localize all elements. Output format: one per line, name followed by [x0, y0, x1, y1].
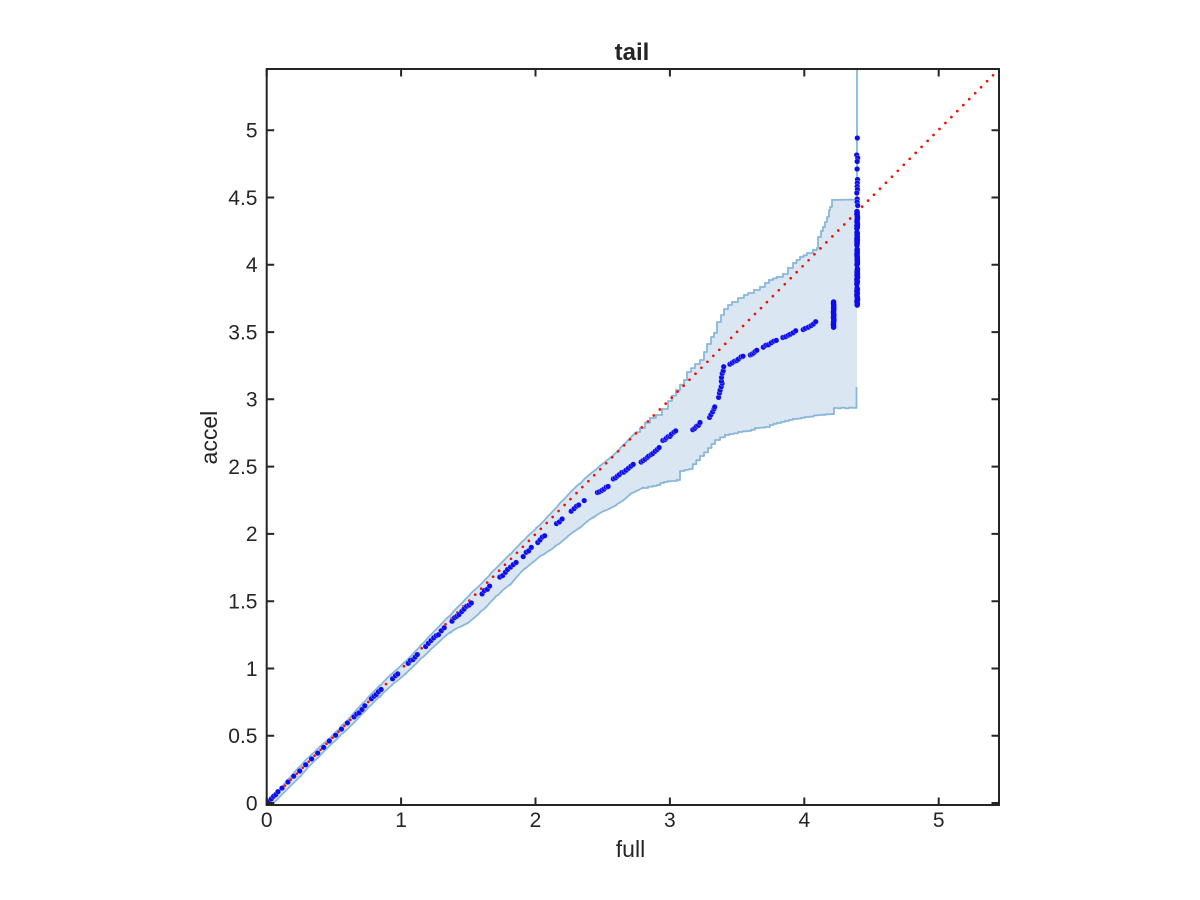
svg-text:tail: tail: [615, 39, 650, 66]
svg-text:full: full: [616, 836, 645, 862]
svg-text:4: 4: [246, 254, 258, 277]
svg-text:0: 0: [246, 792, 258, 815]
svg-text:0.5: 0.5: [228, 725, 257, 748]
svg-text:5: 5: [246, 120, 258, 143]
svg-text:3.5: 3.5: [228, 321, 257, 344]
svg-text:4.5: 4.5: [228, 187, 257, 210]
svg-text:1: 1: [246, 658, 258, 681]
svg-text:0: 0: [261, 809, 273, 832]
svg-text:2: 2: [530, 809, 542, 832]
svg-text:5: 5: [933, 809, 945, 832]
svg-text:3: 3: [664, 809, 676, 832]
svg-text:2.5: 2.5: [228, 456, 257, 479]
svg-text:4: 4: [798, 809, 810, 832]
svg-text:1.5: 1.5: [228, 591, 257, 614]
svg-text:1: 1: [395, 809, 407, 832]
svg-text:2: 2: [246, 523, 258, 546]
svg-text:accel: accel: [196, 411, 222, 465]
svg-text:3: 3: [246, 389, 258, 412]
